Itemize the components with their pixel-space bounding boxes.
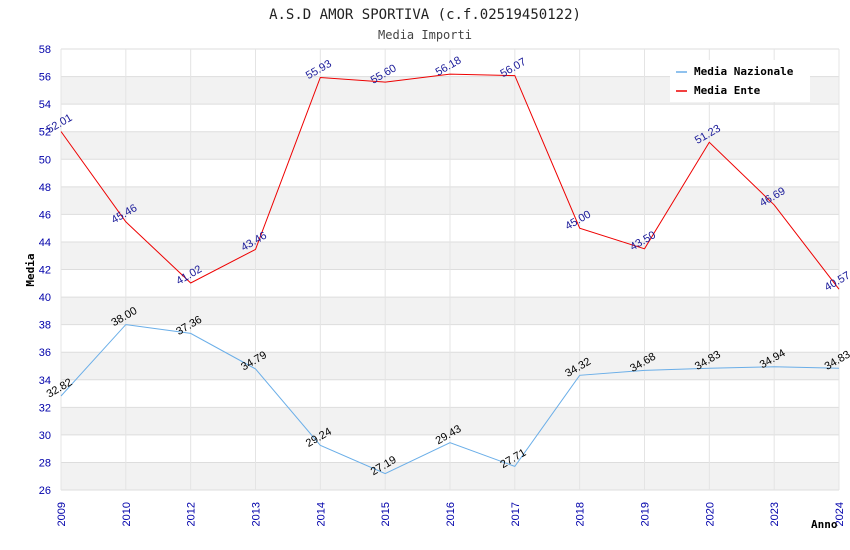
- series-line-media-ente: [60, 73, 840, 290]
- legend: Media Nazionale Media Ente: [670, 60, 810, 102]
- y-axis-ticks: 26 28 30 32 34 36 38 40 42 44 46 48 50 52 54 56 58: [39, 44, 51, 497]
- x-tick-label: 2015: [380, 502, 392, 526]
- y-tick-label: 56: [39, 72, 51, 84]
- y-tick-label: 30: [39, 430, 51, 442]
- legend-label-media-ente: Media Ente: [694, 84, 761, 97]
- x-tick-label: 2023: [769, 502, 781, 526]
- x-tick-label: 2016: [445, 502, 457, 526]
- y-tick-label: 58: [39, 44, 51, 56]
- y-tick-label: 28: [39, 457, 51, 469]
- y-tick-label: 38: [39, 320, 51, 332]
- x-tick-label: 2019: [640, 502, 652, 526]
- grid-lines: [60, 48, 840, 491]
- x-tick-label: 2010: [121, 502, 133, 526]
- chart-subtitle: Media Importi: [378, 28, 472, 42]
- x-tick-label: 2014: [315, 502, 327, 526]
- y-tick-label: 52: [39, 127, 51, 139]
- x-tick-label: 2018: [575, 502, 587, 526]
- y-tick-label: 50: [39, 154, 51, 166]
- x-axis-label: Anno: [811, 518, 838, 531]
- legend-label-media-nazionale: Media Nazionale: [694, 65, 794, 78]
- y-tick-label: 34: [39, 375, 51, 387]
- x-tick-label: 2017: [510, 502, 522, 526]
- chart-title: A.S.D AMOR SPORTIVA (c.f.02519450122): [269, 7, 581, 23]
- y-tick-label: 48: [39, 182, 51, 194]
- series-line-media-nazionale: [60, 324, 840, 475]
- y-tick-label: 36: [39, 347, 51, 359]
- x-tick-label: 2020: [704, 502, 716, 526]
- series-lines: [60, 73, 840, 475]
- y-tick-label: 42: [39, 265, 51, 277]
- y-tick-label: 40: [39, 292, 51, 304]
- y-tick-label: 32: [39, 402, 51, 414]
- legend-box: [670, 60, 810, 102]
- x-tick-label: 2013: [251, 502, 263, 526]
- x-tick-label: 2024: [834, 502, 846, 526]
- x-axis-ticks: 2009 2010 2012 2013 2014 2015 2016 2017 2018 2019…: [56, 502, 846, 526]
- y-tick-label: 26: [39, 485, 51, 497]
- y-tick-label: 46: [39, 209, 51, 221]
- y-tick-label: 54: [39, 99, 51, 111]
- y-tick-label: 44: [39, 237, 51, 249]
- x-tick-label: 2009: [56, 502, 68, 526]
- x-tick-label: 2012: [186, 502, 198, 526]
- y-axis-label: Media: [24, 253, 37, 286]
